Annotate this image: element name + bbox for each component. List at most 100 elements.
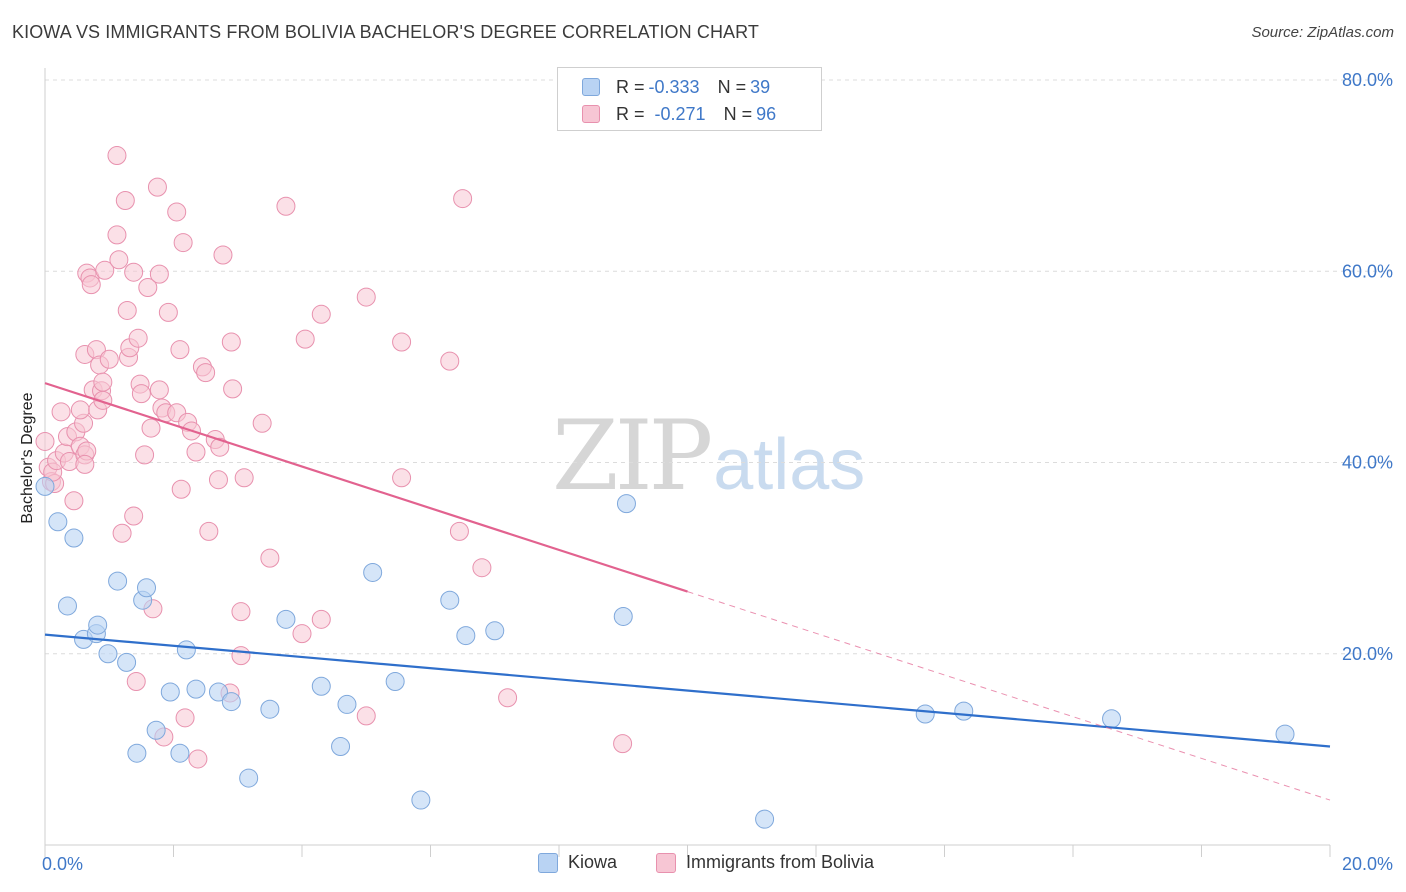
point-bolivia: [234, 468, 254, 488]
legend-swatch-kiowa: [582, 78, 600, 96]
stats-legend: R = -0.333 N = 39 R = -0.271 N = 96: [557, 67, 822, 131]
point-kiowa: [48, 512, 68, 532]
legend-item-bolivia[interactable]: Immigrants from Bolivia: [656, 852, 874, 873]
trend-line-kiowa: [44, 633, 1331, 748]
legend-row-kiowa: R = -0.333 N = 39: [582, 75, 770, 99]
series-legend: Kiowa Immigrants from Bolivia: [0, 852, 1406, 876]
point-bolivia: [292, 624, 312, 644]
point-bolivia: [175, 708, 195, 728]
point-bolivia: [392, 468, 412, 488]
trend-lines: [44, 382, 1331, 801]
point-bolivia: [276, 196, 296, 216]
legend-swatch-kiowa: [538, 852, 558, 873]
legend-r-value-kiowa: -0.333: [648, 76, 700, 97]
point-bolivia: [158, 302, 178, 322]
trend-line-bolivia-extension: [687, 591, 1331, 801]
legend-item-kiowa[interactable]: Kiowa: [538, 852, 617, 873]
point-bolivia: [356, 287, 376, 307]
point-kiowa: [221, 692, 241, 712]
point-bolivia: [95, 260, 115, 280]
point-kiowa: [239, 768, 259, 788]
point-bolivia: [51, 402, 71, 422]
legend-r-label: R =: [616, 76, 645, 97]
point-bolivia: [115, 190, 135, 210]
point-bolivia: [70, 400, 90, 420]
point-kiowa: [208, 682, 228, 702]
tick-labels: 20.0% 40.0% 60.0% 80.0% 0.0% 20.0%: [42, 70, 1393, 874]
point-kiowa: [485, 621, 505, 641]
grid-lines: [45, 79, 1392, 655]
point-bolivia: [613, 734, 633, 754]
point-kiowa: [88, 615, 108, 635]
axes: [44, 68, 1331, 857]
point-bolivia: [93, 390, 113, 410]
point-bolivia: [35, 431, 55, 451]
point-kiowa: [954, 701, 974, 721]
point-kiowa: [160, 682, 180, 702]
point-bolivia: [208, 470, 228, 490]
point-kiowa: [98, 644, 118, 664]
point-bolivia: [141, 418, 161, 438]
point-kiowa: [276, 609, 296, 629]
point-kiowa: [1275, 724, 1295, 744]
point-bolivia: [252, 413, 272, 433]
legend-n-value-bolivia: 96: [756, 103, 777, 124]
point-bolivia: [81, 275, 101, 295]
legend-r-label: R =: [616, 103, 645, 124]
point-kiowa: [57, 596, 77, 616]
legend-row-bolivia: R = -0.271 N = 96: [582, 102, 776, 126]
point-bolivia: [117, 300, 137, 320]
point-bolivia: [260, 548, 280, 568]
trend-line-bolivia: [44, 382, 688, 593]
point-bolivia: [128, 328, 148, 348]
point-bolivia: [107, 146, 127, 166]
point-kiowa: [35, 476, 55, 496]
x-tick-label: 0.0%: [42, 854, 83, 874]
point-bolivia: [210, 437, 230, 457]
point-kiowa: [616, 494, 636, 514]
point-bolivia: [223, 379, 243, 399]
y-tick-label: 40.0%: [1342, 453, 1393, 473]
point-bolivia: [498, 688, 518, 708]
y-tick-label: 20.0%: [1342, 644, 1393, 664]
point-bolivia: [126, 671, 146, 691]
point-bolivia: [213, 245, 233, 265]
point-kiowa: [613, 606, 633, 626]
point-kiowa: [915, 704, 935, 724]
point-bolivia: [107, 225, 127, 245]
point-bolivia: [112, 523, 132, 543]
point-kiowa: [385, 671, 405, 691]
point-kiowa: [137, 578, 157, 598]
legend-label-bolivia: Immigrants from Bolivia: [686, 852, 875, 872]
legend-swatch-bolivia: [656, 852, 676, 873]
legend-n-label: N =: [717, 76, 747, 97]
point-kiowa: [64, 528, 84, 548]
point-bolivia: [149, 380, 169, 400]
point-bolivia: [75, 454, 95, 474]
legend-n-label: N =: [723, 103, 753, 124]
point-bolivia: [392, 332, 412, 352]
point-bolivia: [231, 646, 251, 666]
point-bolivia: [173, 233, 193, 253]
point-bolivia: [356, 706, 376, 726]
point-bolivia: [231, 602, 251, 622]
point-kiowa: [170, 743, 190, 763]
point-bolivia: [138, 278, 158, 298]
point-bolivia: [170, 340, 190, 360]
point-bolivia: [99, 349, 119, 369]
legend-r-value-bolivia: -0.271: [654, 103, 706, 124]
point-bolivia: [311, 304, 331, 324]
point-bolivia: [124, 506, 144, 526]
y-tick-label: 80.0%: [1342, 70, 1393, 90]
point-bolivia: [295, 329, 315, 349]
point-bolivia: [109, 250, 129, 270]
point-kiowa: [337, 694, 357, 714]
point-bolivia: [167, 202, 187, 222]
series-bolivia-points: [35, 146, 633, 769]
point-bolivia: [186, 442, 206, 462]
point-kiowa: [108, 571, 128, 591]
point-bolivia: [171, 479, 191, 499]
point-kiowa: [331, 737, 351, 757]
series-kiowa-points: [35, 476, 1295, 829]
